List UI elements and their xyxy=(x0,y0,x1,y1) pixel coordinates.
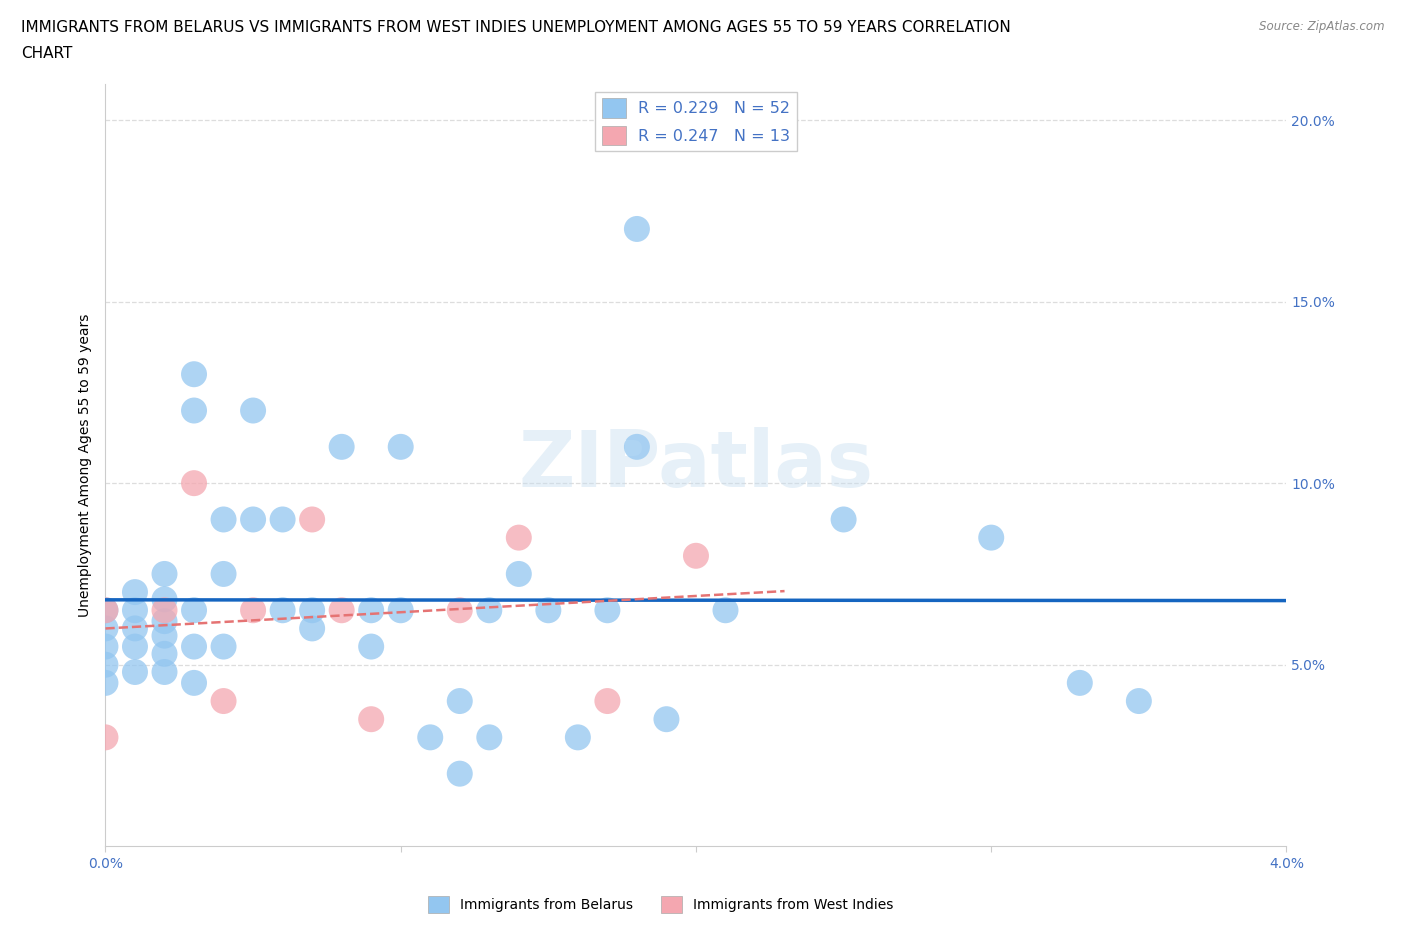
Point xyxy=(330,603,353,618)
Point xyxy=(153,591,176,606)
Point xyxy=(153,614,176,629)
Point xyxy=(419,730,441,745)
Point xyxy=(153,665,176,680)
Point xyxy=(212,512,235,527)
Point xyxy=(626,221,648,236)
Point xyxy=(330,439,353,454)
Text: Source: ZipAtlas.com: Source: ZipAtlas.com xyxy=(1260,20,1385,33)
Point xyxy=(124,585,146,600)
Point xyxy=(183,476,205,491)
Point xyxy=(183,639,205,654)
Point xyxy=(271,603,294,618)
Point xyxy=(124,639,146,654)
Point xyxy=(242,512,264,527)
Point xyxy=(508,566,530,581)
Point xyxy=(832,512,855,527)
Point xyxy=(596,694,619,709)
Point xyxy=(360,603,382,618)
Point xyxy=(449,694,471,709)
Point xyxy=(301,512,323,527)
Point xyxy=(153,566,176,581)
Point xyxy=(94,603,117,618)
Point xyxy=(183,403,205,418)
Point xyxy=(212,566,235,581)
Point xyxy=(980,530,1002,545)
Point xyxy=(714,603,737,618)
Legend: Immigrants from Belarus, Immigrants from West Indies: Immigrants from Belarus, Immigrants from… xyxy=(423,890,898,919)
Point xyxy=(153,646,176,661)
Point xyxy=(94,658,117,672)
Point xyxy=(567,730,589,745)
Point xyxy=(271,512,294,527)
Point xyxy=(537,603,560,618)
Point xyxy=(94,730,117,745)
Point xyxy=(94,675,117,690)
Point xyxy=(94,603,117,618)
Point xyxy=(153,603,176,618)
Point xyxy=(212,694,235,709)
Point xyxy=(449,766,471,781)
Point xyxy=(478,730,501,745)
Point xyxy=(301,603,323,618)
Point xyxy=(124,665,146,680)
Point xyxy=(94,621,117,636)
Point xyxy=(212,639,235,654)
Point xyxy=(94,639,117,654)
Point xyxy=(124,603,146,618)
Point xyxy=(1069,675,1091,690)
Legend: R = 0.229   N = 52, R = 0.247   N = 13: R = 0.229 N = 52, R = 0.247 N = 13 xyxy=(595,92,797,152)
Text: ZIPatlas: ZIPatlas xyxy=(519,427,873,503)
Point xyxy=(183,366,205,381)
Point xyxy=(183,603,205,618)
Point xyxy=(596,603,619,618)
Text: IMMIGRANTS FROM BELARUS VS IMMIGRANTS FROM WEST INDIES UNEMPLOYMENT AMONG AGES 5: IMMIGRANTS FROM BELARUS VS IMMIGRANTS FR… xyxy=(21,20,1011,35)
Point xyxy=(301,621,323,636)
Point xyxy=(685,549,707,564)
Point xyxy=(183,675,205,690)
Point xyxy=(153,629,176,644)
Point xyxy=(449,603,471,618)
Point xyxy=(626,439,648,454)
Point xyxy=(389,439,412,454)
Point xyxy=(1128,694,1150,709)
Text: CHART: CHART xyxy=(21,46,73,61)
Point xyxy=(242,403,264,418)
Point xyxy=(389,603,412,618)
Point xyxy=(478,603,501,618)
Point xyxy=(360,711,382,726)
Point xyxy=(360,639,382,654)
Point xyxy=(124,621,146,636)
Point xyxy=(655,711,678,726)
Point xyxy=(242,603,264,618)
Point xyxy=(508,530,530,545)
Y-axis label: Unemployment Among Ages 55 to 59 years: Unemployment Among Ages 55 to 59 years xyxy=(79,313,93,617)
